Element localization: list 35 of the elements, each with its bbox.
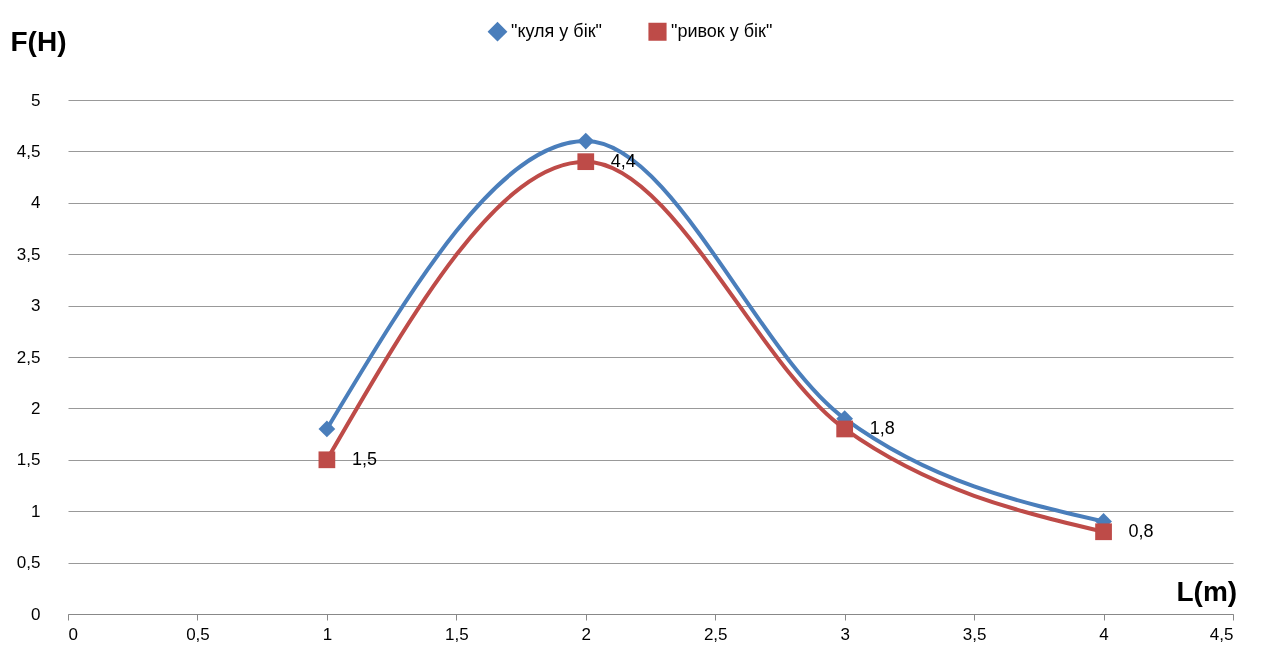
point [577,153,595,171]
data-label: 0,8 [1128,520,1154,541]
x-tick-label: 0 [68,624,78,644]
x-tick-label: 3,5 [962,624,987,644]
x-axis-title: L(m) [1176,575,1238,607]
legend-label: "ривок у бік" [671,20,773,41]
point [577,132,595,150]
x-tick-label: 1,5 [445,624,469,644]
y-tick-label: 5 [31,90,41,110]
point [318,420,336,438]
y-axis-title: F(H) [10,25,67,57]
x-tick-label: 2 [581,624,592,644]
y-tick-label: 0 [31,604,41,624]
y-tick-label: 4,5 [16,141,41,161]
point [836,420,854,438]
x-tick-label: 4,5 [1209,624,1234,644]
y-tick-label: 3,5 [16,244,41,264]
data-label: 4,4 [610,150,636,171]
x-tick-label: 3 [840,624,850,644]
y-tick-label: 4 [31,193,41,213]
y-tick-label: 2 [31,398,41,418]
x-tick-label: 0,5 [186,624,210,644]
x-tick-label: 2,5 [703,624,728,644]
x-tick-label: 4 [1099,624,1109,644]
y-tick-label: 2,5 [16,347,41,367]
y-tick-label: 0,5 [16,553,41,573]
legend-label: "куля у бік" [511,20,602,41]
point [318,451,336,469]
y-tick-label: 3 [31,296,41,316]
point [1095,523,1112,541]
data-label: 1,5 [351,448,377,469]
y-tick-label: 1 [31,501,41,521]
y-tick-label: 1,5 [16,450,41,470]
data-label: 1,8 [869,417,895,438]
x-tick-label: 1 [322,624,333,644]
